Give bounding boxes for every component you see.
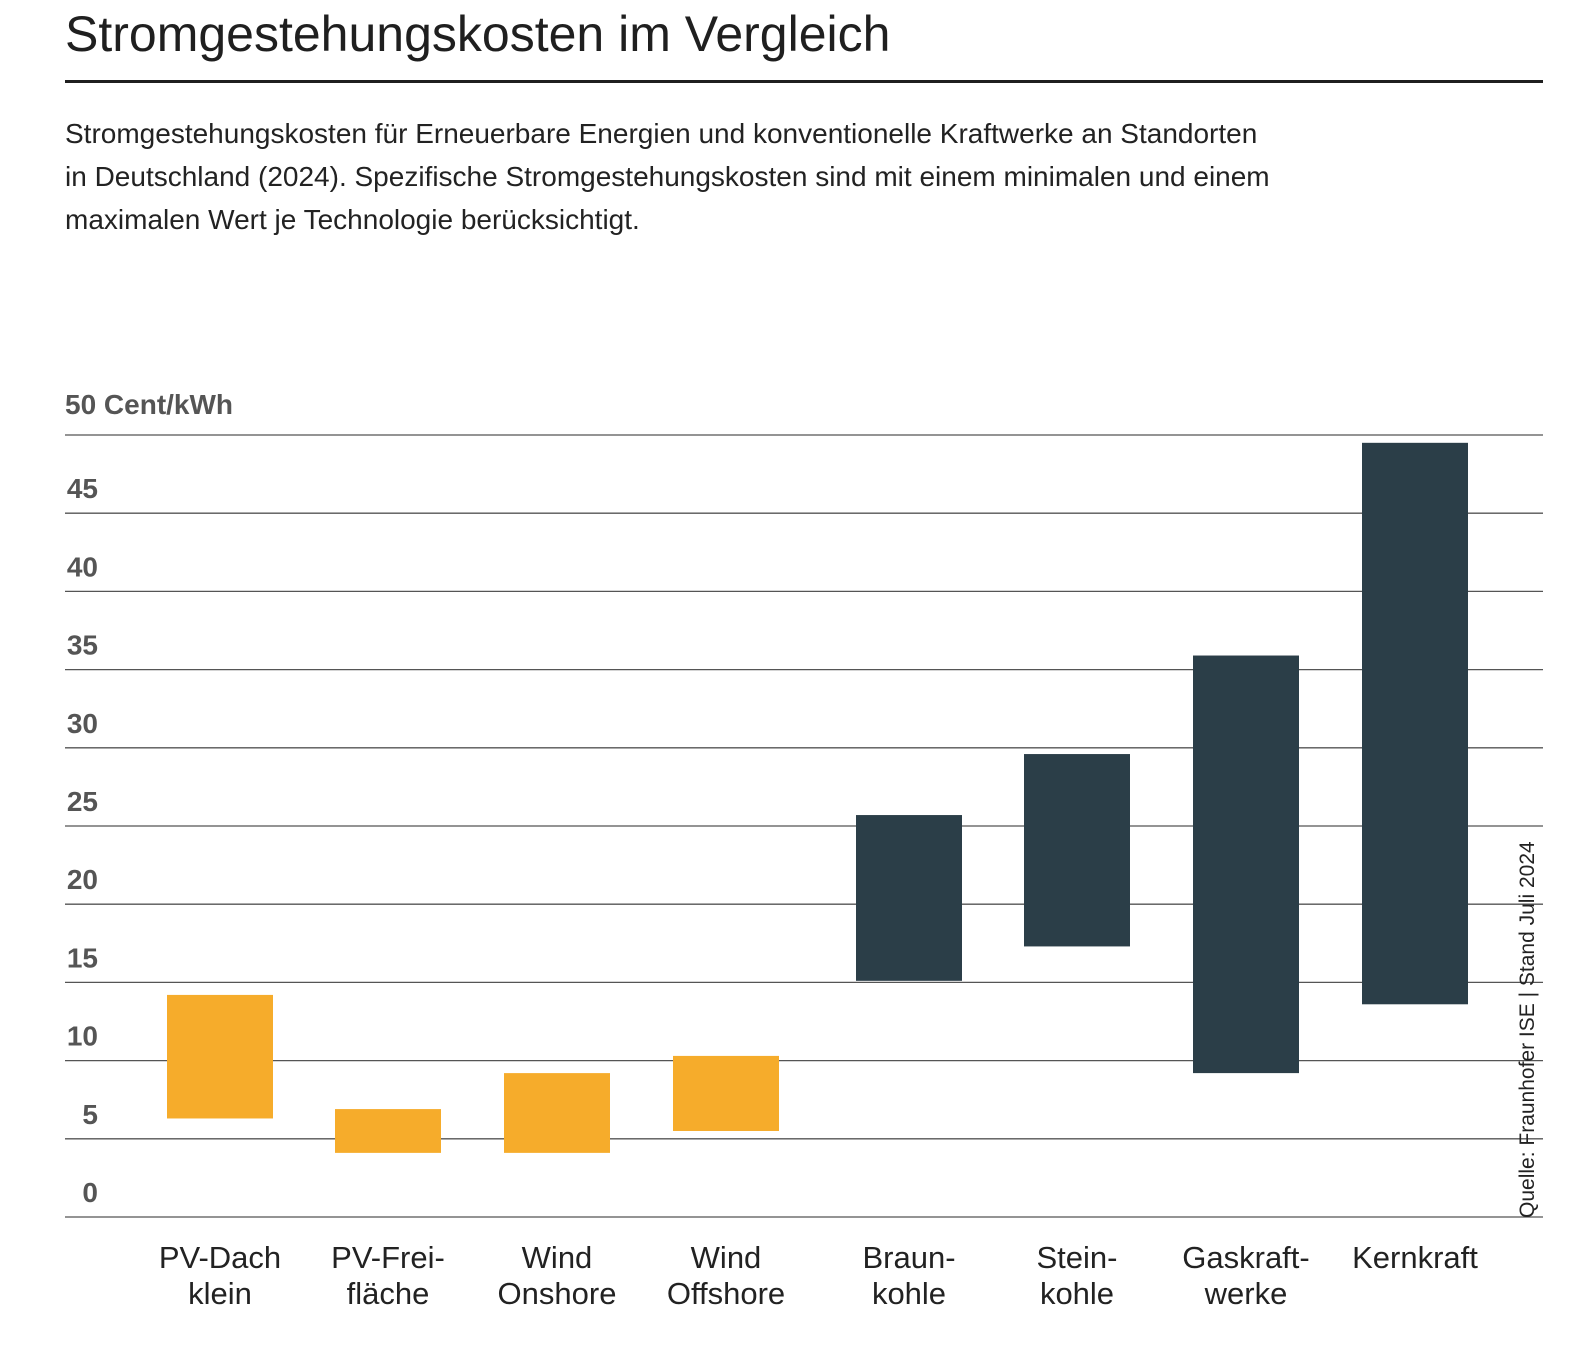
y-tick-label: 35 <box>67 630 98 661</box>
range-bar <box>1193 655 1299 1074</box>
x-category-label: Kernkraft <box>1352 1240 1478 1275</box>
chart-description: Stromgestehungskosten für Erneuerbare En… <box>65 112 1505 241</box>
x-category-label: Wind Offshore <box>667 1240 785 1311</box>
x-category-labels: PV-Dach klein PV-Frei-fläche Wind Onshore Win… <box>159 1240 1478 1311</box>
x-category-label: PV-Dach klein <box>159 1240 281 1311</box>
y-axis-unit-label: 50 Cent/kWh <box>65 389 234 420</box>
y-tick-label: 45 <box>67 473 98 504</box>
range-bar <box>335 1109 441 1153</box>
range-bar <box>1024 754 1130 947</box>
y-tick-label: 10 <box>67 1021 98 1052</box>
x-category-label: PV-Frei-fläche <box>331 1240 445 1311</box>
bars <box>167 442 1468 1153</box>
range-bar <box>504 1073 610 1153</box>
renewable-banner: ERNEUERBARE ENERGIETRÄGER <box>137 304 706 339</box>
description-line: Stromgestehungskosten für Erneuerbare En… <box>65 118 1258 149</box>
x-category-label: Stein-kohle <box>1037 1240 1118 1311</box>
description-line: maximalen Wert je Technologie berücksich… <box>65 204 640 235</box>
y-tick-label: 25 <box>67 786 98 817</box>
source-note: Quelle: Fraunhofer ISE | Stand Juli 2024 <box>1516 841 1539 1218</box>
x-category-label: Gaskraft-werke <box>1182 1240 1309 1311</box>
y-tick-label: 0 <box>82 1177 98 1208</box>
conventional-banner: KONVENTIONELLE ENERGIETRÄGER <box>888 304 1510 339</box>
range-bar <box>856 815 962 981</box>
y-tick-label: 40 <box>67 551 98 582</box>
y-tick-label: 5 <box>82 1099 98 1130</box>
range-bar <box>167 994 273 1119</box>
page-title: Stromgestehungskosten im Vergleich <box>65 6 891 62</box>
y-tick-label: 30 <box>67 708 98 739</box>
x-category-label: Braun-kohle <box>862 1240 955 1311</box>
title-divider <box>65 80 1543 83</box>
x-category-label: Wind Onshore <box>498 1240 617 1311</box>
description-line: in Deutschland (2024). Spezifische Strom… <box>65 161 1270 192</box>
y-tick-labels: 0 5 10 15 20 25 30 35 40 45 <box>67 473 98 1208</box>
y-tick-label: 20 <box>67 864 98 895</box>
y-tick-label: 15 <box>67 942 98 973</box>
range-bar <box>1362 442 1468 1005</box>
range-bar <box>673 1055 779 1131</box>
grid-lines <box>65 434 1543 1218</box>
